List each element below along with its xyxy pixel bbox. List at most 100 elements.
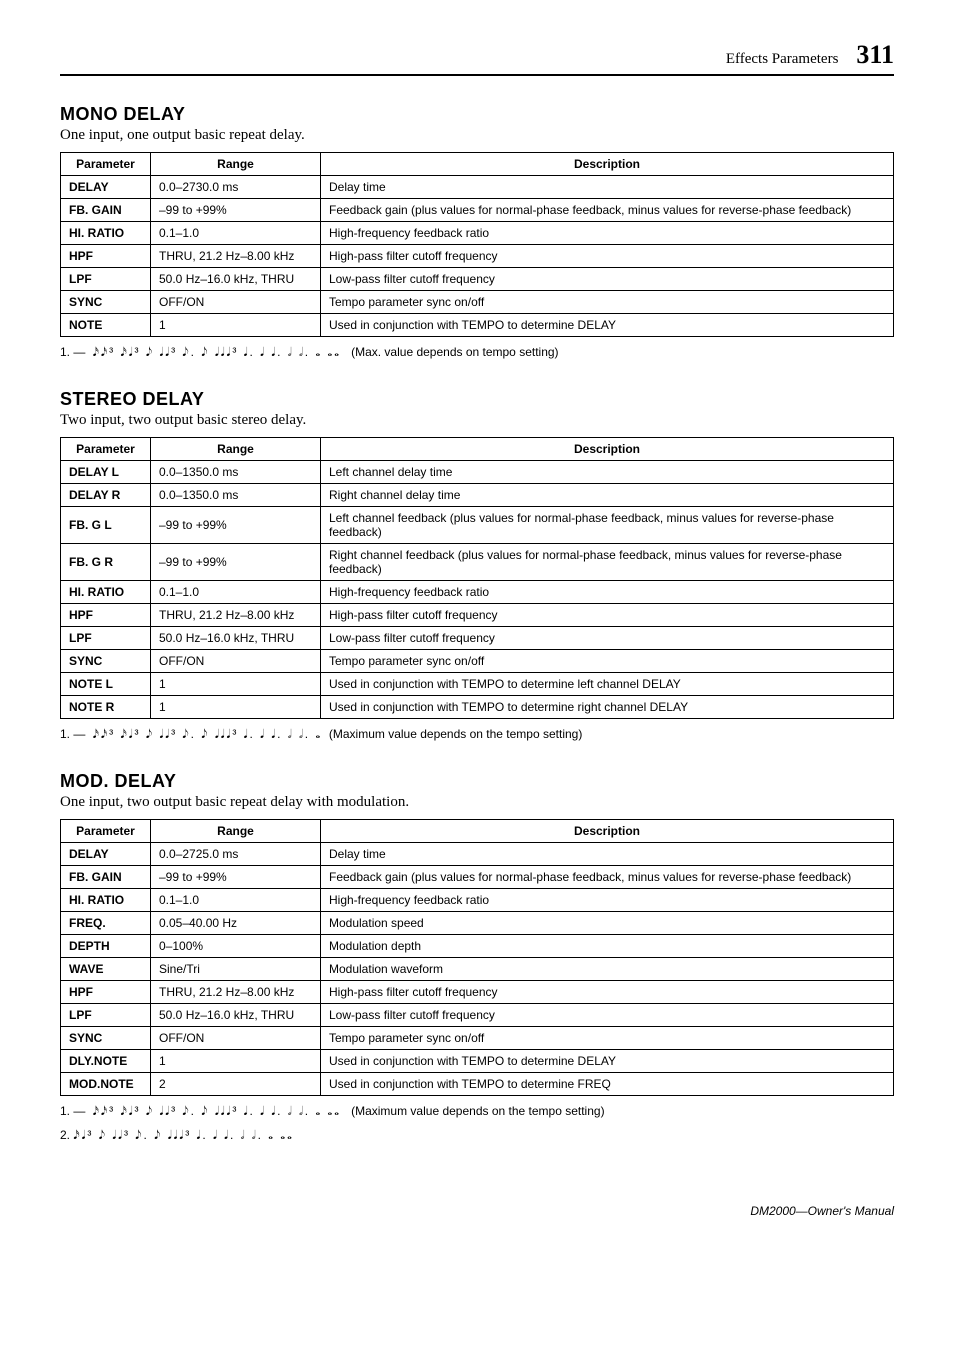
note-notation-icon: — 𝅘𝅥𝅯𝅘𝅥𝅯³ 𝅘𝅥𝅯𝅘𝅥³ 𝅘𝅥𝅮 𝅘𝅥𝅘𝅥³ 𝅘𝅥𝅮. 𝅘𝅥𝅮 𝅘𝅥𝅘𝅥…: [73, 727, 322, 741]
cell-param: SYNC: [61, 291, 151, 314]
cell-range: 50.0 Hz–16.0 kHz, THRU: [151, 627, 321, 650]
table-row: HPFTHRU, 21.2 Hz–8.00 kHzHigh-pass filte…: [61, 245, 894, 268]
cell-desc: Delay time: [321, 843, 894, 866]
table-row: NOTE R1Used in conjunction with TEMPO to…: [61, 696, 894, 719]
cell-param: DELAY: [61, 843, 151, 866]
cell-param: FB. GAIN: [61, 199, 151, 222]
cell-range: 1: [151, 314, 321, 337]
cell-desc: Feedback gain (plus values for normal-ph…: [321, 199, 894, 222]
col-range: Range: [151, 438, 321, 461]
col-param: Parameter: [61, 820, 151, 843]
cell-range: 1: [151, 696, 321, 719]
cell-desc: Tempo parameter sync on/off: [321, 1027, 894, 1050]
cell-range: 0.0–1350.0 ms: [151, 461, 321, 484]
cell-desc: High-pass filter cutoff frequency: [321, 981, 894, 1004]
cell-param: NOTE: [61, 314, 151, 337]
cell-param: SYNC: [61, 650, 151, 673]
cell-desc: Low-pass filter cutoff frequency: [321, 268, 894, 291]
header-page-number: 311: [856, 40, 894, 69]
mono-subtitle: One input, one output basic repeat delay…: [60, 127, 894, 144]
stereo-title: STEREO DELAY: [60, 389, 894, 410]
col-param: Parameter: [61, 153, 151, 176]
col-desc: Description: [321, 820, 894, 843]
cell-desc: High-frequency feedback ratio: [321, 581, 894, 604]
footnote-text: (Max. value depends on tempo setting): [351, 345, 558, 359]
cell-desc: Right channel delay time: [321, 484, 894, 507]
table-row: FREQ.0.05–40.00 HzModulation speed: [61, 912, 894, 935]
cell-desc: High-frequency feedback ratio: [321, 222, 894, 245]
cell-desc: Tempo parameter sync on/off: [321, 650, 894, 673]
table-row: WAVESine/TriModulation waveform: [61, 958, 894, 981]
cell-param: NOTE R: [61, 696, 151, 719]
cell-desc: Low-pass filter cutoff frequency: [321, 1004, 894, 1027]
cell-param: LPF: [61, 268, 151, 291]
table-row: DELAY L0.0–1350.0 msLeft channel delay t…: [61, 461, 894, 484]
footnote-num: 1.: [60, 1104, 70, 1118]
cell-desc: High-pass filter cutoff frequency: [321, 245, 894, 268]
header-section-label: Effects Parameters: [726, 51, 839, 67]
table-row: HI. RATIO0.1–1.0High-frequency feedback …: [61, 889, 894, 912]
cell-param: HI. RATIO: [61, 889, 151, 912]
footnote-num: 2.: [60, 1128, 70, 1142]
cell-desc: Delay time: [321, 176, 894, 199]
table-row: FB. GAIN–99 to +99%Feedback gain (plus v…: [61, 866, 894, 889]
cell-range: THRU, 21.2 Hz–8.00 kHz: [151, 981, 321, 1004]
table-row: DEPTH0–100%Modulation depth: [61, 935, 894, 958]
footnote-num: 1.: [60, 345, 70, 359]
table-row: DELAY0.0–2725.0 msDelay time: [61, 843, 894, 866]
table-row: FB. G R–99 to +99%Right channel feedback…: [61, 544, 894, 581]
note-notation-icon: — 𝅘𝅥𝅯𝅘𝅥𝅯³ 𝅘𝅥𝅯𝅘𝅥³ 𝅘𝅥𝅮 𝅘𝅥𝅘𝅥³ 𝅘𝅥𝅮. 𝅘𝅥𝅮 𝅘𝅥𝅘𝅥…: [73, 1104, 341, 1118]
cell-param: FB. GAIN: [61, 866, 151, 889]
cell-desc: Modulation waveform: [321, 958, 894, 981]
section-mono-delay: MONO DELAY One input, one output basic r…: [60, 104, 894, 361]
cell-range: 0.1–1.0: [151, 581, 321, 604]
cell-range: OFF/ON: [151, 291, 321, 314]
mod-footnote-2: 2. 𝅘𝅥𝅯𝅘𝅥³ 𝅘𝅥𝅮 𝅘𝅥𝅘𝅥³ 𝅘𝅥𝅮. 𝅘𝅥𝅮 𝅘𝅥𝅘𝅥𝅘𝅥³ 𝅘𝅥.…: [60, 1126, 894, 1144]
table-row: LPF50.0 Hz–16.0 kHz, THRULow-pass filter…: [61, 627, 894, 650]
footnote-text: (Maximum value depends on the tempo sett…: [329, 727, 582, 741]
table-row: FB. G L–99 to +99%Left channel feedback …: [61, 507, 894, 544]
cell-param: MOD.NOTE: [61, 1073, 151, 1096]
cell-desc: Used in conjunction with TEMPO to determ…: [321, 314, 894, 337]
cell-range: OFF/ON: [151, 1027, 321, 1050]
cell-param: DLY.NOTE: [61, 1050, 151, 1073]
cell-range: –99 to +99%: [151, 199, 321, 222]
col-desc: Description: [321, 438, 894, 461]
col-param: Parameter: [61, 438, 151, 461]
cell-param: HPF: [61, 604, 151, 627]
cell-desc: Feedback gain (plus values for normal-ph…: [321, 866, 894, 889]
mono-title: MONO DELAY: [60, 104, 894, 125]
cell-param: HPF: [61, 981, 151, 1004]
stereo-subtitle: Two input, two output basic stereo delay…: [60, 412, 894, 429]
footnote-text: (Maximum value depends on the tempo sett…: [351, 1104, 604, 1118]
cell-range: OFF/ON: [151, 650, 321, 673]
table-row: HI. RATIO0.1–1.0High-frequency feedback …: [61, 222, 894, 245]
cell-desc: Used in conjunction with TEMPO to determ…: [321, 673, 894, 696]
cell-param: DELAY R: [61, 484, 151, 507]
footnote-num: 1.: [60, 727, 70, 741]
mod-table: Parameter Range Description DELAY0.0–272…: [60, 819, 894, 1096]
stereo-table: Parameter Range Description DELAY L0.0–1…: [60, 437, 894, 719]
cell-param: SYNC: [61, 1027, 151, 1050]
cell-desc: High-pass filter cutoff frequency: [321, 604, 894, 627]
cell-range: THRU, 21.2 Hz–8.00 kHz: [151, 245, 321, 268]
table-row: DELAY R0.0–1350.0 msRight channel delay …: [61, 484, 894, 507]
col-range: Range: [151, 820, 321, 843]
cell-range: 2: [151, 1073, 321, 1096]
cell-desc: High-frequency feedback ratio: [321, 889, 894, 912]
table-row: SYNCOFF/ONTempo parameter sync on/off: [61, 650, 894, 673]
cell-range: 1: [151, 1050, 321, 1073]
cell-desc: Modulation depth: [321, 935, 894, 958]
cell-param: FB. G R: [61, 544, 151, 581]
cell-desc: Tempo parameter sync on/off: [321, 291, 894, 314]
cell-param: HPF: [61, 245, 151, 268]
cell-param: WAVE: [61, 958, 151, 981]
table-row: DELAY0.0–2730.0 msDelay time: [61, 176, 894, 199]
table-row: HPFTHRU, 21.2 Hz–8.00 kHzHigh-pass filte…: [61, 604, 894, 627]
note-notation-icon: 𝅘𝅥𝅯𝅘𝅥³ 𝅘𝅥𝅮 𝅘𝅥𝅘𝅥³ 𝅘𝅥𝅮. 𝅘𝅥𝅮 𝅘𝅥𝅘𝅥𝅘𝅥³ 𝅘𝅥. 𝅘𝅥…: [73, 1128, 294, 1142]
table-header-row: Parameter Range Description: [61, 820, 894, 843]
mono-footnote: 1. — 𝅘𝅥𝅯𝅘𝅥𝅯³ 𝅘𝅥𝅯𝅘𝅥³ 𝅘𝅥𝅮 𝅘𝅥𝅘𝅥³ 𝅘𝅥𝅮. 𝅘𝅥𝅮 𝅘…: [60, 343, 894, 361]
cell-desc: Used in conjunction with TEMPO to determ…: [321, 696, 894, 719]
mod-title: MOD. DELAY: [60, 771, 894, 792]
table-row: HPFTHRU, 21.2 Hz–8.00 kHzHigh-pass filte…: [61, 981, 894, 1004]
